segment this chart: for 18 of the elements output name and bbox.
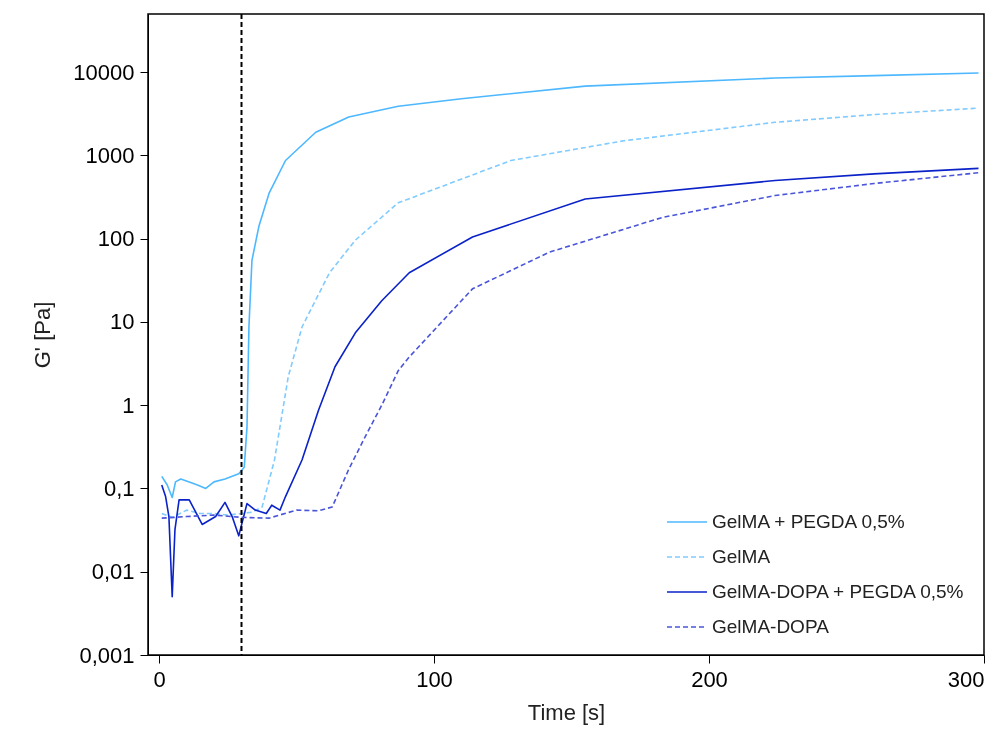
y-tick-label: 0,001 <box>79 642 135 668</box>
x-tick-label: 300 <box>947 666 985 692</box>
x-tick-label: 100 <box>416 666 453 692</box>
legend-label: GelMA <box>712 546 771 567</box>
x-tick-label: 200 <box>691 666 728 692</box>
y-tick-label: 1000 <box>85 142 135 168</box>
y-tick-label: 10 <box>110 309 135 335</box>
x-tick-label: 0 <box>153 666 166 692</box>
y-axis-title: G' [Pa] <box>30 301 56 369</box>
y-tick-label: 0,01 <box>91 559 135 585</box>
y-tick-label: 100 <box>97 226 135 252</box>
legend-label: GelMA + PEGDA 0,5% <box>712 511 905 532</box>
y-tick-label: 0,1 <box>103 475 135 501</box>
y-tick-label: 10000 <box>73 59 135 85</box>
y-tick-label: 1 <box>122 392 135 418</box>
x-axis-title: Time [s] <box>527 699 606 725</box>
legend-label: GelMA-DOPA + PEGDA 0,5% <box>712 581 964 602</box>
legend-label: GelMA-DOPA <box>712 616 830 637</box>
